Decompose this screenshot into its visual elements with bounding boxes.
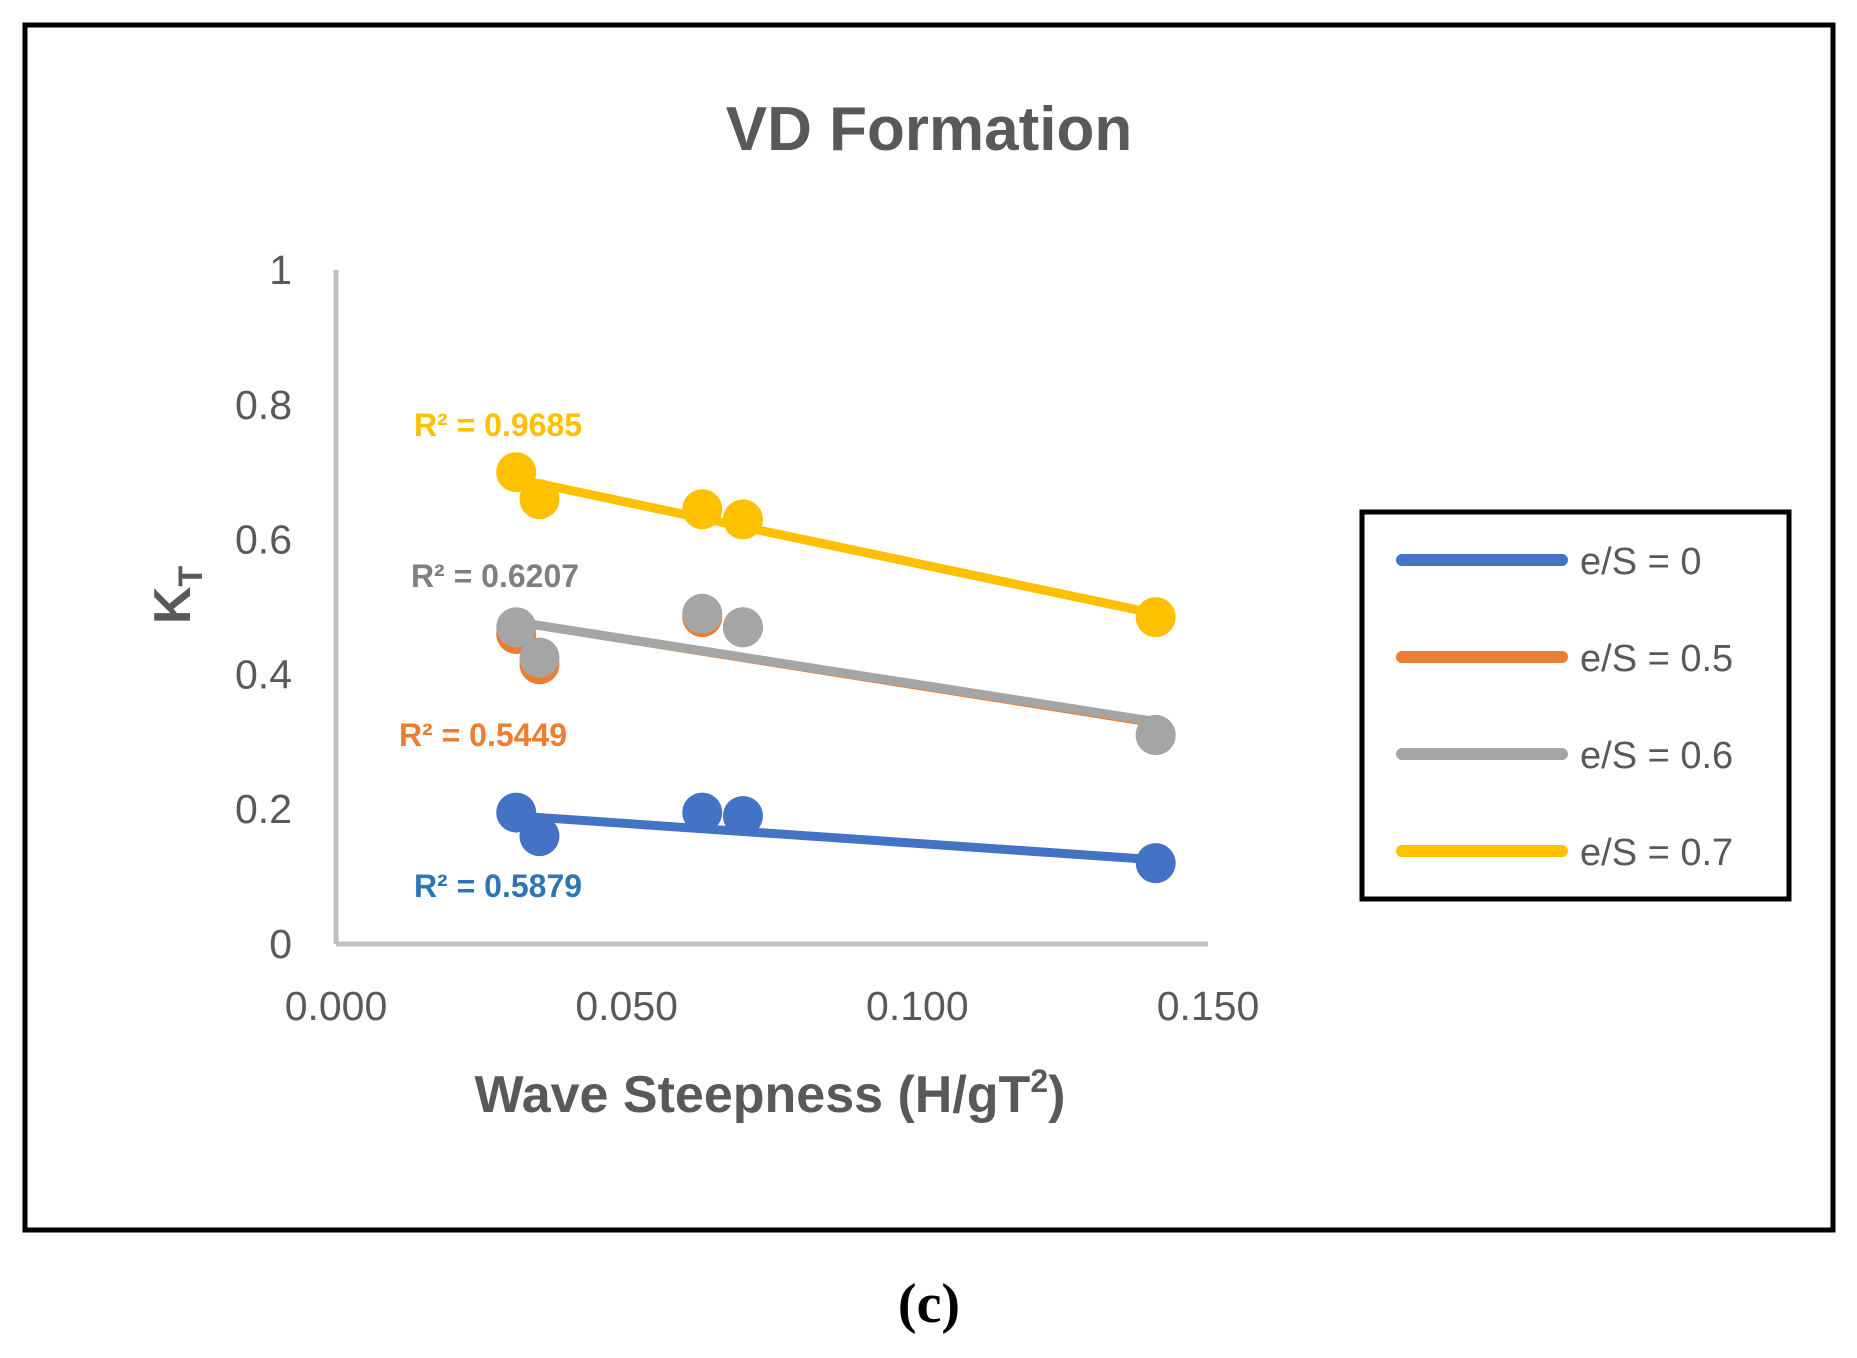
data-point-series-3 [722,499,763,540]
data-point-series-3 [496,452,537,493]
y-tick-label: 0.2 [235,786,292,832]
r2-label-series-2: R² = 0.6207 [411,558,579,594]
x-tick-label: 0.100 [866,983,969,1029]
chart-title: VD Formation [726,95,1132,164]
chart-frame [22,22,1836,1233]
x-axis-title: Wave Steepness (H/gT2) [475,1063,1066,1124]
axes [333,270,1208,947]
y-axis-title-main: K [144,586,202,624]
data-points [496,452,1176,884]
data-point-series-2 [722,607,763,648]
y-tick-label: 0.6 [235,517,292,563]
legend-label-series-3: e/S = 0.7 [1580,832,1733,874]
y-tick-label: 0.4 [235,651,292,697]
r2-label-series-0: R² = 0.5879 [414,868,582,904]
data-point-series-2 [519,637,560,678]
x-tick-label: 0.150 [1157,983,1260,1029]
trendlines [511,474,1161,865]
r2-labels: R² = 0.5879 R² = 0.5449 R² = 0.6207 R² = 0.… [399,407,582,904]
data-point-series-3 [1135,597,1176,638]
r2-label-series-1: R² = 0.5449 [399,717,567,753]
data-point-series-0 [682,792,723,833]
legend: e/S = 0 e/S = 0.5 e/S = 0.6 e/S = 0.7 [1359,509,1792,902]
data-point-series-3 [682,489,723,530]
data-point-series-2 [1135,715,1176,756]
x-tick-label: 0.000 [285,983,388,1029]
data-point-series-3 [519,479,560,520]
trendline-series-3 [511,474,1161,619]
y-tick-label: 0 [269,921,292,967]
data-point-series-0 [1135,843,1176,884]
data-point-series-2 [682,593,723,634]
legend-label-series-1: e/S = 0.5 [1580,638,1733,680]
legend-box [1359,509,1792,902]
x-axis-title-sup: 2 [1030,1063,1048,1099]
figure-caption: (c) [898,1273,960,1335]
trendline-series-2 [511,617,1161,727]
y-axis-title-sub: T [172,566,210,587]
x-tick-label: 0.050 [575,983,678,1029]
y-tick-label: 0.8 [235,382,292,428]
legend-label-series-2: e/S = 0.6 [1580,735,1733,777]
y-tick-label: 1 [269,247,292,293]
y-axis-title: KT [144,566,210,625]
x-tick-labels: 0.000 0.050 0.100 0.150 [285,983,1260,1029]
legend-label-series-0: e/S = 0 [1580,541,1701,583]
x-axis-title-main: Wave Steepness (H/gT [475,1066,1031,1124]
r2-label-series-3: R² = 0.9685 [414,407,582,443]
data-point-series-0 [519,816,560,857]
data-point-series-2 [496,607,537,648]
trendline-series-0 [511,811,1161,865]
y-tick-labels: 0 0.2 0.4 0.6 0.8 1 [235,247,292,967]
data-point-series-0 [722,795,763,836]
x-axis-title-close: ) [1048,1066,1065,1124]
